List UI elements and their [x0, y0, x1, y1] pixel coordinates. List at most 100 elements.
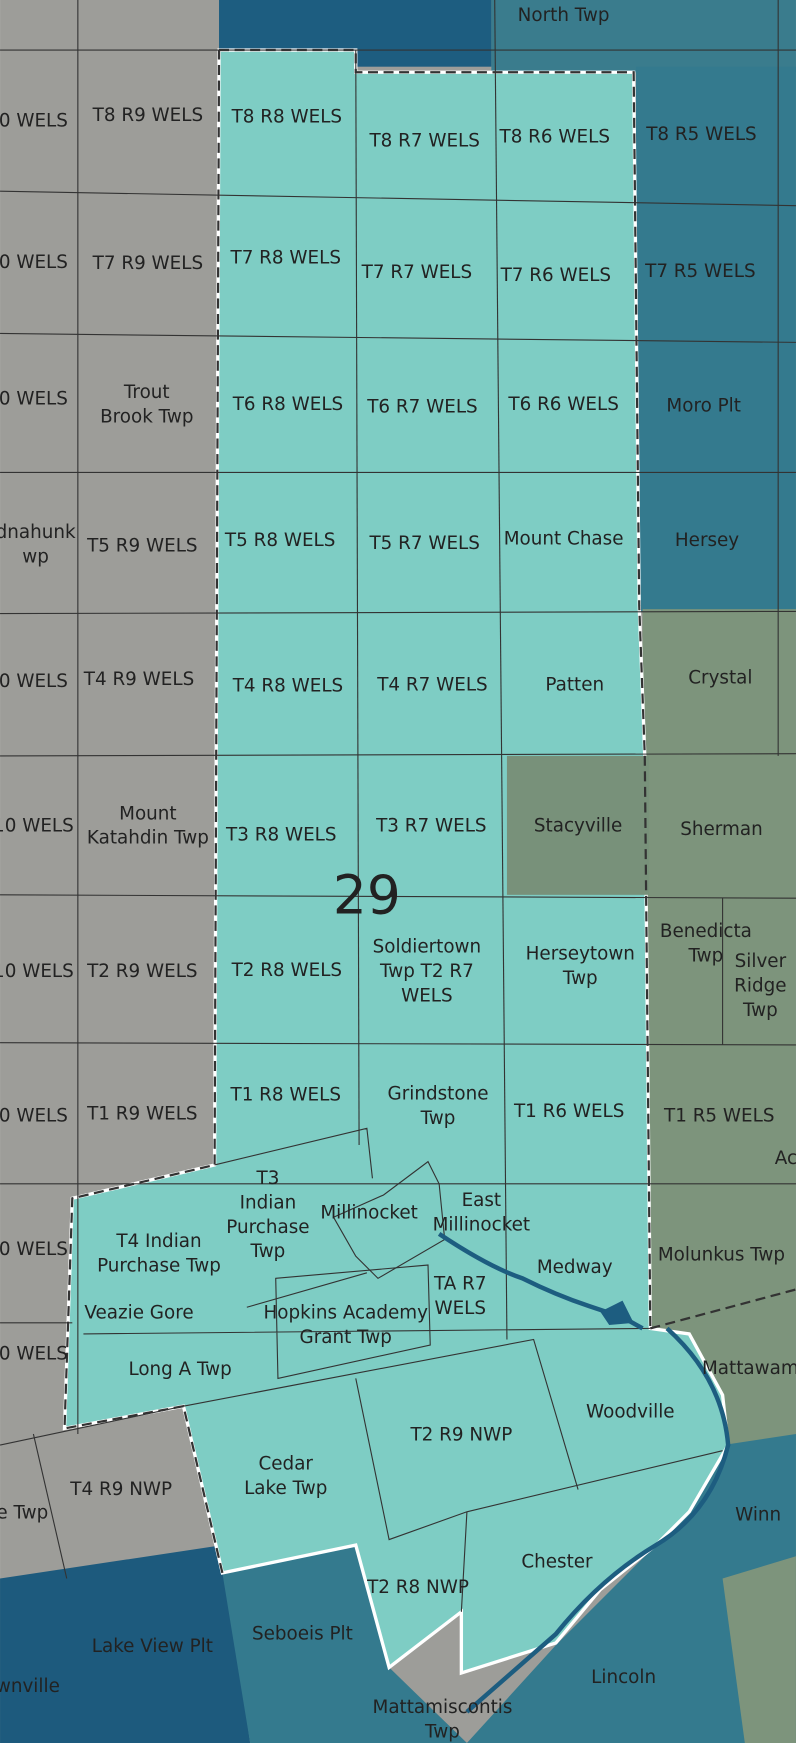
region-label: Mount — [119, 803, 176, 824]
region-label: Winn — [735, 1505, 781, 1526]
region-label: T8 R9 WELS — [92, 105, 203, 126]
region-label: T2 R8 WELS — [231, 960, 342, 981]
region-fill — [222, 1545, 467, 1743]
region-label: T6 R7 WELS — [366, 396, 477, 417]
region-label: Mount Chase — [504, 529, 624, 550]
region-label: Twp T2 R7 — [379, 961, 474, 982]
region-label: Sherman — [680, 819, 762, 840]
region-label: T7 R6 WELS — [500, 265, 611, 286]
region-label: 10 WELS — [0, 961, 74, 982]
region-label: T1 R9 WELS — [86, 1103, 197, 1124]
region-label: T8 R7 WELS — [368, 131, 479, 152]
region-label: East — [462, 1190, 502, 1211]
region-label: T1 R8 WELS — [230, 1084, 341, 1105]
region-label: e Twp — [0, 1502, 48, 1523]
region-label: Twp — [250, 1241, 286, 1262]
region-label: Brook Twp — [100, 406, 193, 427]
region-fill — [506, 755, 650, 895]
region-fill — [466, 1433, 796, 1743]
region-label: Millinocket — [320, 1202, 418, 1223]
region-label: TA R7 — [433, 1273, 487, 1294]
region-label: T4 R7 WELS — [376, 674, 487, 695]
region-fill — [0, 1545, 251, 1743]
region-label: Purchase — [226, 1217, 309, 1238]
region-label: 0 WELS — [0, 252, 68, 273]
region-fill — [491, 0, 796, 73]
region-label: Twp — [420, 1108, 456, 1129]
region-label: Silver — [735, 951, 787, 972]
region-label: Hopkins Academy — [264, 1302, 429, 1323]
region-label: Crystal — [688, 668, 752, 689]
region-label: T2 R8 NWP — [366, 1577, 469, 1598]
region-label: 0 WELS — [0, 389, 68, 410]
region-label: dnahunk — [0, 522, 76, 543]
region-label: T8 R8 WELS — [231, 106, 342, 127]
region-label: Hersey — [675, 530, 739, 551]
region-label: Seboeis Plt — [252, 1624, 353, 1645]
region-label: T3 R8 WELS — [225, 824, 336, 845]
region-label: Benedicta — [660, 921, 752, 942]
region-label: T2 R9 NWP — [409, 1425, 512, 1446]
region-label: Grindstone — [388, 1083, 489, 1104]
region-label: Mattamiscontis — [373, 1697, 513, 1718]
region-label: Cedar — [258, 1454, 313, 1475]
region-label: Veazie Gore — [84, 1302, 193, 1323]
region-label: Lake View Plt — [92, 1636, 213, 1657]
region-label: T2 R9 WELS — [86, 961, 197, 982]
region-fill — [722, 1556, 796, 1743]
region-label: 10 WELS — [0, 815, 74, 836]
region-label: Mattawam — [702, 1358, 796, 1379]
region-label: Herseytown — [526, 943, 635, 964]
region-label: T4 Indian — [115, 1231, 201, 1252]
lake — [600, 1300, 634, 1326]
region-label: T7 R8 WELS — [230, 247, 341, 268]
region-label: T7 R9 WELS — [92, 253, 203, 274]
region-label: Soldiertown — [373, 937, 481, 958]
region-label: Chester — [521, 1551, 593, 1572]
river — [437, 1232, 731, 1714]
region-label: wp — [22, 546, 49, 567]
region-label: Stacyville — [534, 815, 622, 836]
region-label: Indian — [240, 1192, 297, 1213]
region-label: Katahdin Twp — [87, 828, 209, 849]
region-label: Twp — [742, 1000, 778, 1021]
region-label: Ac — [775, 1148, 796, 1169]
region-label: Trout — [123, 382, 170, 403]
region-label: T4 R9 WELS — [83, 669, 194, 690]
region-fill — [642, 609, 796, 1332]
region-label: T7 R5 WELS — [644, 261, 755, 282]
region-label: T3 R7 WELS — [375, 815, 486, 836]
region-label: T5 R8 WELS — [224, 530, 335, 551]
region-fill — [667, 1300, 796, 1457]
region-label: T3 — [256, 1168, 280, 1189]
region-label: 0 WELS — [0, 1343, 68, 1364]
region-label: Grant Twp — [300, 1327, 392, 1348]
region-label: T7 R7 WELS — [361, 262, 472, 283]
district-number: 29 — [333, 864, 401, 927]
region-label: wnville — [0, 1676, 60, 1697]
region-label: North Twp — [518, 5, 610, 26]
region-label: T6 R6 WELS — [507, 394, 618, 415]
region-label: Ridge — [734, 976, 786, 997]
region-label: T6 R8 WELS — [232, 394, 343, 415]
region-label: T5 R7 WELS — [368, 533, 479, 554]
region-label: Molunkus Twp — [658, 1245, 785, 1266]
region-label: T5 R9 WELS — [86, 535, 197, 556]
region-label: Twp — [688, 946, 724, 967]
region-label: Moro Plt — [666, 395, 741, 416]
region-fill — [635, 66, 796, 612]
region-label: 0 WELS — [0, 671, 68, 692]
region-label: Millinocket — [433, 1215, 531, 1236]
region-label: T4 R9 NWP — [69, 1479, 172, 1500]
region-label: WELS — [401, 986, 453, 1007]
region-label: 0 WELS — [0, 111, 68, 132]
region-label: Twp — [424, 1721, 460, 1742]
region-label: Patten — [545, 674, 604, 695]
region-label: Twp — [562, 968, 598, 989]
region-label: T8 R6 WELS — [499, 126, 610, 147]
region-label: T1 R5 WELS — [663, 1106, 774, 1127]
region-label: WELS — [434, 1298, 486, 1319]
region-label: Purchase Twp — [97, 1256, 221, 1277]
